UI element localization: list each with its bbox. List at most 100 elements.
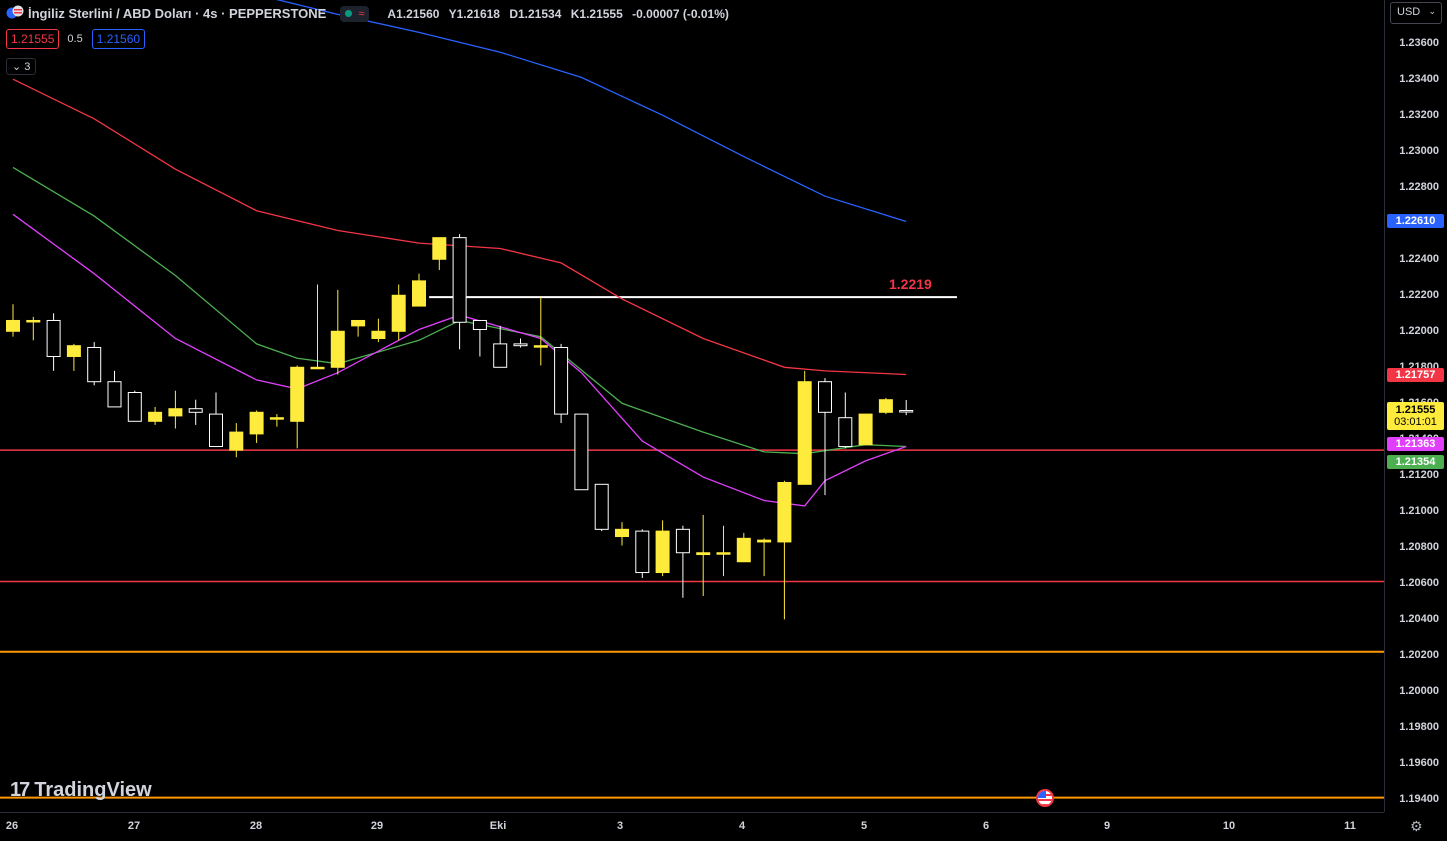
price-tick-label: 1.20600 <box>1399 577 1439 590</box>
time-tick-label: 27 <box>127 820 141 832</box>
currency-select[interactable]: USD ⌄ <box>1390 2 1442 24</box>
time-tick-label: 4 <box>738 820 746 832</box>
price-value-text: 1.21363 <box>1395 438 1436 450</box>
price-tick-label: 1.22400 <box>1399 253 1439 266</box>
candle-body <box>554 346 569 415</box>
chevron-down-icon: ⌄ <box>1428 6 1436 16</box>
time-tick-label: 11 <box>1344 820 1356 832</box>
ohlc-values: A1.21560 Y1.21618 D1.21534 K1.21555 -0.0… <box>387 7 734 21</box>
candle-body <box>655 530 670 574</box>
time-tick-label: 5 <box>860 820 868 832</box>
ohlc-close: 1.21555 <box>579 6 623 21</box>
candle-body <box>818 381 832 413</box>
candle-body <box>6 319 20 332</box>
tradingview-logo[interactable]: 17 TradingView <box>10 779 152 802</box>
price-value-label: 1.21354 <box>1387 455 1444 469</box>
currency-label: USD <box>1397 6 1421 18</box>
candle-body <box>635 530 650 574</box>
quote-box: 1.21555 0.5 1.21560 <box>6 29 146 49</box>
candle-body <box>351 319 366 327</box>
time-axis[interactable]: 26 27 28 29 Eki 3 4 5 6 9 10 11 <box>0 812 1384 841</box>
moving-average-line <box>12 78 907 376</box>
time-tick-label: 29 <box>370 820 384 832</box>
candle-body <box>493 343 508 368</box>
indicators-collapse-button[interactable]: ⌄ 3 <box>6 58 37 75</box>
ohlc-low: 1.21534 <box>518 6 562 21</box>
candle-body <box>533 345 548 348</box>
price-tick-label: 1.20400 <box>1399 613 1439 626</box>
candle-body <box>615 528 629 538</box>
sell-price-button[interactable]: 1.21555 <box>6 29 60 49</box>
ohlc-high-key: Y <box>448 6 457 21</box>
candle-body <box>107 381 122 408</box>
candle-body <box>330 330 345 368</box>
symbol-title[interactable]: İngiliz Sterlini / ABD Doları · 4s · PEP… <box>28 6 327 21</box>
bar-countdown: 03:01:01 <box>1394 416 1437 428</box>
tradingview-mark-icon: 17 <box>10 779 30 801</box>
price-tick-label: 1.23200 <box>1399 109 1439 122</box>
moving-average-line <box>276 0 907 223</box>
price-tick-label: 1.19400 <box>1399 793 1439 806</box>
candle-body <box>188 408 203 413</box>
candle-body <box>148 411 163 422</box>
candle-body <box>249 411 264 435</box>
time-tick-label: Eki <box>489 820 507 832</box>
time-tick-label: 26 <box>5 820 19 832</box>
settings-gear-icon[interactable]: ⚙ <box>1410 818 1423 834</box>
candle-body <box>757 539 772 543</box>
market-status[interactable]: ≈ <box>340 5 370 22</box>
price-value-text: 1.21757 <box>1395 369 1436 382</box>
time-tick-label: 28 <box>249 820 263 832</box>
candle-body <box>675 528 690 554</box>
candle-body <box>472 319 487 330</box>
candle-body <box>127 391 142 422</box>
candle-body <box>371 330 386 339</box>
candle-body <box>168 408 183 417</box>
level-label: 1.2219 <box>889 276 932 292</box>
price-value-label: 1.21363 <box>1387 437 1444 451</box>
symbol-header: İngiliz Sterlini / ABD Doları · 4s · PEP… <box>6 4 735 23</box>
spread-value: 0.5 <box>67 33 83 45</box>
price-tick-label: 1.23400 <box>1399 73 1439 86</box>
us-economic-event-icon[interactable] <box>1036 789 1054 807</box>
price-tick-label: 1.22800 <box>1399 181 1439 194</box>
symbol-flags-icon <box>6 4 24 23</box>
price-scale[interactable]: USD ⌄ 1.23600 1.23400 1.23200 1.23000 1.2280… <box>1384 0 1447 812</box>
chart-area[interactable]: İngiliz Sterlini / ABD Doları · 4s · PEP… <box>0 0 1384 812</box>
price-tick-label: 1.20800 <box>1399 541 1439 554</box>
price-tick-label: 1.23600 <box>1399 37 1439 50</box>
price-tick-label: 1.19800 <box>1399 721 1439 734</box>
candle-body <box>209 413 223 448</box>
candle-body <box>878 399 893 413</box>
ohlc-open-key: A <box>387 6 397 21</box>
candle-body <box>716 552 731 555</box>
price-value-text: 1.21354 <box>1395 456 1436 468</box>
candle-body <box>736 537 751 563</box>
candle-body <box>858 413 873 446</box>
chevron-down-icon: ⌄ <box>12 61 22 73</box>
candle-body <box>66 345 81 357</box>
candle-body <box>87 346 102 383</box>
candle-body <box>391 294 406 332</box>
candle-body <box>46 319 61 357</box>
ohlc-change: -0.00007 (-0.01%) <box>632 6 729 21</box>
price-value-text: 1.21555 <box>1395 404 1436 416</box>
candle-body <box>574 413 589 491</box>
candle-body <box>513 343 528 347</box>
market-open-dot-icon <box>345 10 353 17</box>
candle-body <box>594 483 609 530</box>
candle-body <box>696 552 711 556</box>
buy-price-button[interactable]: 1.21560 <box>91 29 146 49</box>
data-delay-wave-icon: ≈ <box>358 7 365 20</box>
candle-body <box>838 417 853 448</box>
price-tick-label: 1.20200 <box>1399 649 1439 662</box>
candle-body <box>26 319 41 323</box>
price-value-label: 1.21757 <box>1387 368 1444 383</box>
candle-body <box>899 410 914 413</box>
price-tick-label: 1.21200 <box>1399 469 1439 482</box>
candle-body <box>452 237 467 323</box>
price-value-text: 1.22610 <box>1395 215 1436 228</box>
candlestick-chart[interactable] <box>0 0 1384 812</box>
indicators-count: 3 <box>24 61 31 73</box>
candle-body <box>777 482 792 543</box>
